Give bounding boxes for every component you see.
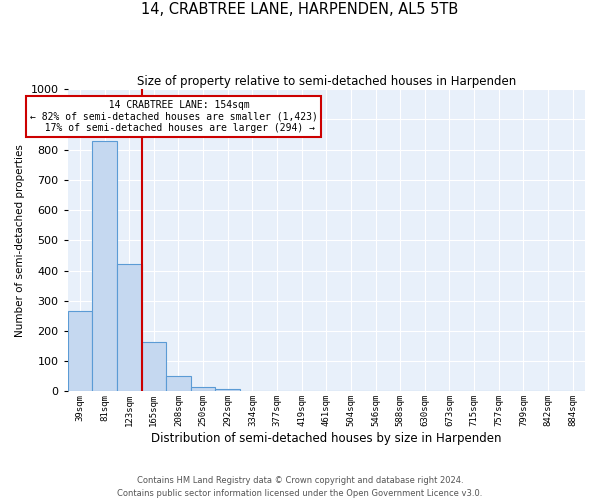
Bar xyxy=(117,264,142,392)
Y-axis label: Number of semi-detached properties: Number of semi-detached properties xyxy=(15,144,25,336)
Text: Contains HM Land Registry data © Crown copyright and database right 2024.
Contai: Contains HM Land Registry data © Crown c… xyxy=(118,476,482,498)
X-axis label: Distribution of semi-detached houses by size in Harpenden: Distribution of semi-detached houses by … xyxy=(151,432,502,445)
Bar xyxy=(68,312,92,392)
Bar xyxy=(191,388,215,392)
Bar xyxy=(215,389,240,392)
Text: 14, CRABTREE LANE, HARPENDEN, AL5 5TB: 14, CRABTREE LANE, HARPENDEN, AL5 5TB xyxy=(142,2,458,18)
Bar xyxy=(166,376,191,392)
Title: Size of property relative to semi-detached houses in Harpenden: Size of property relative to semi-detach… xyxy=(137,75,516,88)
Bar xyxy=(142,342,166,392)
Text: 14 CRABTREE LANE: 154sqm
← 82% of semi-detached houses are smaller (1,423)
  17%: 14 CRABTREE LANE: 154sqm ← 82% of semi-d… xyxy=(29,100,317,133)
Bar xyxy=(92,140,117,392)
